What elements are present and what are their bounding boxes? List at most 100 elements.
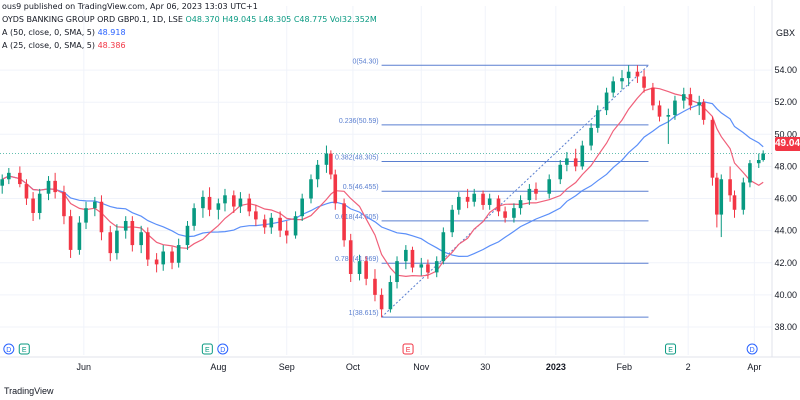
candle (715, 172, 719, 228)
candle-body (512, 208, 516, 218)
candle (573, 148, 578, 172)
candle (123, 216, 128, 239)
candle (651, 82, 655, 111)
candle (329, 150, 333, 180)
candle (7, 168, 11, 185)
x-tick-label: Sep (279, 362, 295, 372)
candle-body (701, 102, 706, 120)
candle (108, 225, 113, 262)
candle-body (426, 264, 430, 273)
candle (99, 195, 104, 241)
candle-body (496, 198, 501, 212)
fib-level-label: 1(38.615) (349, 310, 379, 317)
candle-body (558, 164, 563, 180)
candle-body (481, 193, 485, 205)
event-label: E (205, 347, 210, 354)
candle (284, 221, 289, 244)
candle (130, 216, 135, 252)
event-marker: D (217, 343, 229, 355)
candle (756, 153, 761, 169)
candle-body (419, 264, 424, 268)
candle (342, 198, 346, 247)
candle-body (472, 193, 477, 202)
candle-body (139, 232, 143, 246)
candle (518, 195, 523, 215)
candle (642, 70, 646, 93)
candle (710, 116, 715, 186)
candle-body (278, 217, 282, 231)
candle-body (31, 198, 35, 213)
candle (154, 253, 159, 273)
fib-level-label: 0.618(44.605) (335, 214, 379, 221)
candle (701, 98, 706, 125)
candle-body (130, 221, 135, 246)
candle-body (329, 153, 333, 175)
event-label: D (220, 347, 225, 354)
candle (348, 233, 353, 283)
candle-body (441, 232, 446, 262)
candle (77, 216, 82, 255)
x-tick-label: 2023 (546, 362, 566, 372)
ma25-legend[interactable]: A (25, close, 0, SMA, 5) 48.386 (2, 41, 126, 50)
candle-body (404, 249, 408, 262)
candle (456, 192, 461, 215)
y-tick-label: 52.00 (774, 97, 797, 107)
candle-body (635, 71, 640, 77)
candle (527, 184, 532, 205)
fib-level-label: 0(54.30) (353, 58, 379, 65)
candle (404, 245, 408, 270)
x-tick-label: Apr (747, 362, 761, 372)
candle-body (93, 201, 97, 209)
candle (441, 227, 446, 265)
candle-body (333, 174, 338, 204)
candle (450, 204, 454, 238)
candle-body (108, 232, 113, 254)
candle (357, 254, 362, 281)
ma50-value: 48.918 (97, 28, 126, 37)
event-marker: D (3, 343, 15, 355)
candle (373, 269, 377, 302)
candle (192, 203, 196, 231)
candle (565, 151, 569, 172)
event-marker: E (402, 343, 414, 355)
publish-note: ous9 published on TradingView.com, Apr 0… (2, 2, 258, 11)
candle-body (115, 230, 119, 254)
candle (728, 166, 732, 202)
candle (115, 224, 119, 260)
candle (503, 206, 507, 223)
candle (31, 192, 35, 222)
candle-body (410, 249, 415, 268)
candle-body (688, 94, 693, 106)
event-label: D (6, 347, 11, 354)
candle (487, 193, 492, 210)
candle (238, 192, 243, 213)
event-label: D (750, 347, 755, 354)
candle-body (170, 251, 174, 263)
candle-body (216, 203, 221, 210)
candle (534, 182, 538, 201)
candle-body (254, 211, 258, 220)
candle-body (379, 294, 384, 310)
candle (732, 190, 737, 218)
currency-unit: GBX (776, 28, 796, 38)
tradingview-brand[interactable]: TradingView (4, 386, 54, 396)
candle-body (364, 261, 368, 279)
candle (139, 225, 143, 254)
ma25-label: A (25, close, 0, SMA, 5) (2, 41, 96, 50)
ma50-legend[interactable]: A (50, close, 0, SMA, 5) 48.918 (2, 28, 126, 37)
candle (472, 188, 477, 207)
candle (161, 245, 166, 271)
candle-body (185, 225, 190, 246)
candle-body (99, 201, 104, 233)
candle-body (732, 195, 737, 210)
candle-body (465, 196, 470, 202)
candle (666, 108, 671, 144)
candle (580, 140, 585, 170)
candle (481, 190, 485, 210)
candle (254, 204, 258, 226)
fib-level-label: 0.786(41.969) (335, 256, 379, 263)
symbol-name: OYDS BANKING GROUP ORD GBP0.1, 1D, LSE (2, 15, 183, 24)
candle (741, 177, 746, 215)
candle (62, 185, 66, 225)
